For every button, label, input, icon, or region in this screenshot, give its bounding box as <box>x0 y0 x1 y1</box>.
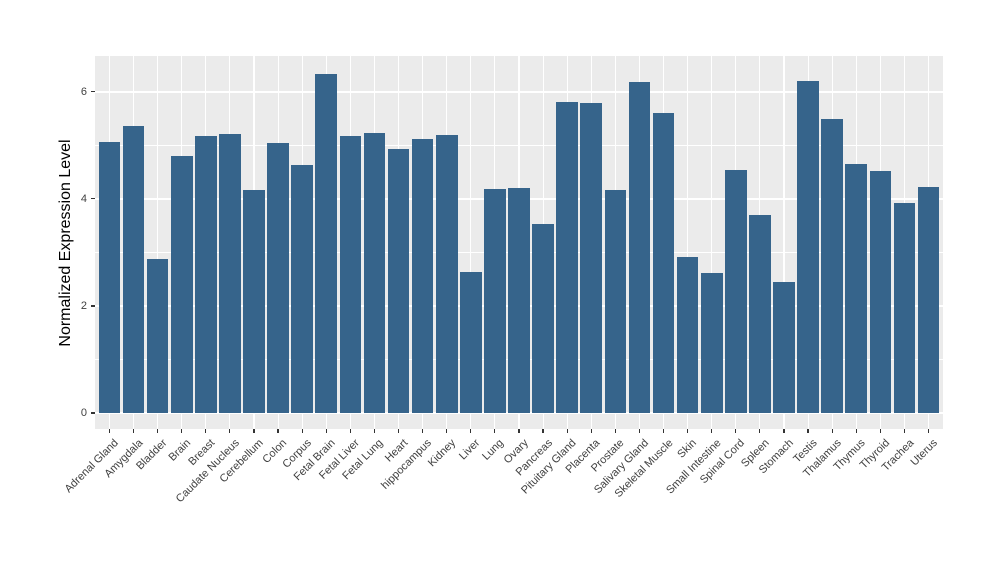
y-axis-title: Normalized Expression Level <box>57 139 74 347</box>
x-tick-label: Liver <box>456 437 483 463</box>
y-tick-label: 0 <box>80 406 87 419</box>
bar <box>917 187 940 413</box>
x-tick-mark <box>494 429 496 433</box>
x-tick-mark <box>831 429 833 433</box>
x-tick-mark <box>349 429 351 433</box>
bar <box>219 133 241 413</box>
bar <box>797 80 819 413</box>
x-tick-mark <box>662 429 665 433</box>
gridline-vertical <box>687 56 689 429</box>
bar <box>291 164 313 413</box>
x-tick-mark <box>566 429 568 433</box>
x-tick-mark <box>735 429 737 433</box>
bar <box>628 81 651 413</box>
bar <box>194 136 217 413</box>
bar <box>387 148 410 413</box>
x-tick-mark <box>614 429 616 433</box>
x-tick-mark <box>229 429 231 433</box>
x-tick-mark <box>638 429 641 433</box>
y-tick-label: 4 <box>80 192 87 205</box>
x-tick-mark <box>855 429 857 433</box>
bar <box>869 171 892 413</box>
gridline-vertical <box>470 56 472 429</box>
bar <box>411 139 434 413</box>
x-tick-mark <box>181 429 183 433</box>
x-tick-mark <box>903 429 906 433</box>
bar <box>508 187 530 413</box>
x-tick-mark <box>205 429 207 433</box>
x-tick-mark <box>759 429 761 433</box>
y-tick-mark <box>91 91 95 93</box>
gridline-vertical <box>711 56 713 429</box>
bar <box>267 143 289 413</box>
x-tick-mark <box>687 429 689 433</box>
y-tick-mark <box>91 305 95 307</box>
bar <box>532 224 554 413</box>
bar <box>845 163 868 413</box>
bar <box>459 271 482 413</box>
x-tick-mark <box>422 429 424 433</box>
bar <box>315 73 338 413</box>
bar <box>676 256 699 413</box>
bar <box>243 189 265 413</box>
bar <box>700 272 723 413</box>
bar <box>604 189 627 413</box>
x-tick-mark <box>470 429 472 433</box>
bar <box>122 125 145 413</box>
x-tick-mark <box>446 429 448 433</box>
bar <box>98 142 121 413</box>
bar <box>773 281 795 413</box>
bar <box>893 203 916 413</box>
gridline-vertical <box>783 56 785 429</box>
x-tick-mark <box>108 429 111 433</box>
x-tick-mark <box>301 429 303 433</box>
y-tick-mark <box>91 412 95 414</box>
y-tick-label: 2 <box>80 299 87 312</box>
bar <box>170 156 193 413</box>
x-tick-mark <box>397 429 400 433</box>
bar <box>652 113 675 413</box>
bar <box>556 102 578 413</box>
bar <box>724 169 747 413</box>
x-tick-mark <box>783 429 785 433</box>
bar <box>580 102 603 413</box>
x-tick-mark <box>927 429 930 433</box>
x-tick-mark <box>277 429 279 433</box>
x-tick-mark <box>325 429 327 433</box>
bar <box>484 189 506 413</box>
x-tick-mark <box>132 429 135 433</box>
x-tick-mark <box>807 429 809 433</box>
x-tick-mark <box>542 429 544 433</box>
x-tick-mark <box>879 429 881 433</box>
y-tick-mark <box>91 198 95 200</box>
bar <box>146 258 169 413</box>
x-tick-mark <box>253 429 255 433</box>
x-tick-mark <box>518 429 520 433</box>
bar <box>821 119 843 413</box>
bar <box>749 214 771 413</box>
x-tick-mark <box>711 429 713 433</box>
x-tick-mark <box>373 429 376 433</box>
x-tick-mark <box>590 429 592 433</box>
gridline-vertical <box>157 56 159 429</box>
bar <box>339 135 362 413</box>
y-tick-label: 6 <box>80 85 87 98</box>
x-tick-mark <box>157 429 159 433</box>
bar <box>435 135 458 413</box>
bar <box>363 133 386 413</box>
plot-panel <box>95 56 943 429</box>
